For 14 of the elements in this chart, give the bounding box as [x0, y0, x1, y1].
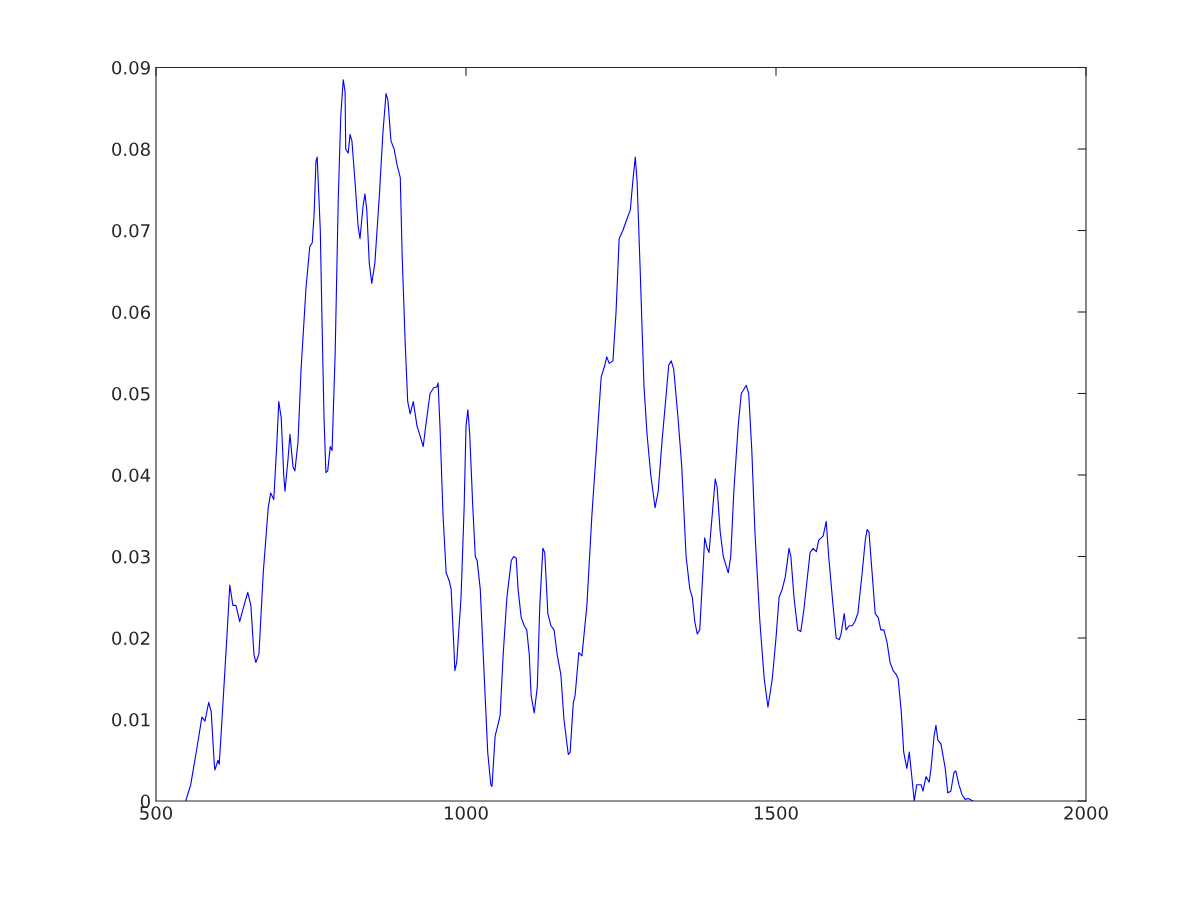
y-tick-label: 0.02	[112, 631, 150, 646]
y-tick-label: 0.09	[112, 60, 150, 75]
x-tick-label: 1000	[445, 806, 488, 820]
y-tick-label: 0.05	[112, 386, 150, 401]
line-series	[185, 79, 974, 801]
x-tick-label: 1500	[755, 806, 798, 820]
y-tick-label: 0.07	[112, 223, 150, 238]
y-tick-label: 0.06	[112, 305, 150, 320]
y-tick-label: 0.04	[112, 468, 151, 483]
y-tick-label: 0.01	[112, 712, 150, 727]
x-tick-label: 2000	[1064, 806, 1108, 820]
x-tick-label: 500	[140, 806, 173, 820]
y-tick-label: 0.08	[112, 142, 150, 157]
y-tick-label: 0.03	[112, 549, 150, 564]
